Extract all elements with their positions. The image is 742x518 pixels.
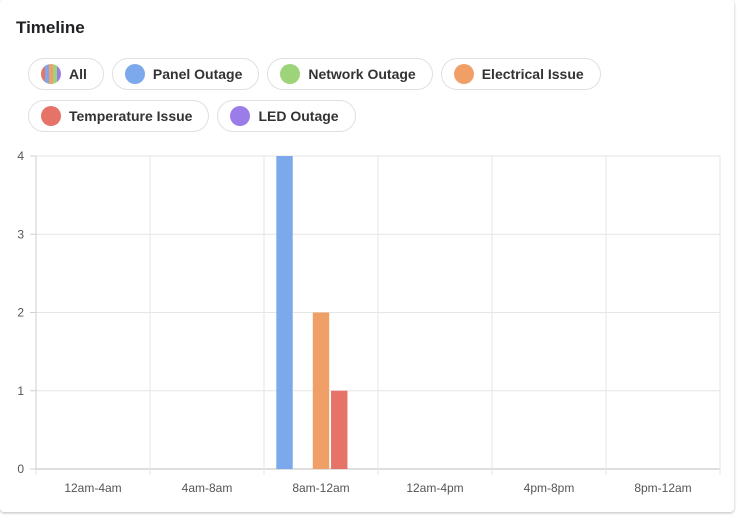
multicolor-dot-icon: [41, 64, 61, 84]
x-tick-label: 12am-4am: [64, 481, 121, 495]
legend-label: Electrical Issue: [481, 66, 584, 82]
x-tick-label: 12am-4pm: [406, 481, 463, 495]
legend-chip-temperature-issue[interactable]: Temperature Issue: [28, 100, 210, 132]
y-tick-label: 0: [17, 462, 24, 476]
card-title: Timeline: [16, 18, 85, 37]
x-tick-label: 8pm-12am: [634, 481, 691, 495]
timeline-card: Timeline All Panel Outage Network Outage…: [0, 18, 734, 515]
bar: [331, 390, 348, 469]
y-tick-label: 3: [17, 227, 24, 241]
legend-label: Temperature Issue: [69, 108, 193, 124]
color-dot-icon: [230, 106, 251, 126]
legend-chip-panel-outage[interactable]: Panel Outage: [111, 58, 260, 90]
x-tick-label: 4am-8am: [182, 481, 233, 495]
legend-chip-all[interactable]: All: [28, 58, 104, 90]
chart-area: 0 1 2 3 4 12am-4am 4am-8am 8am-12am 12am-4pm 4pm-…: [0, 140, 734, 515]
legend-chip-network-outage[interactable]: Network Outage: [267, 58, 433, 90]
legend-label: LED Outage: [258, 108, 339, 124]
bar: [276, 156, 293, 469]
legend-label: Panel Outage: [152, 66, 243, 82]
x-tick-label: 8am-12am: [292, 481, 349, 495]
legend: All Panel Outage Network Outage Electric…: [28, 58, 648, 132]
bar: [312, 312, 330, 469]
color-dot-icon: [453, 64, 474, 84]
y-tick-label: 1: [17, 384, 24, 398]
legend-label: All: [69, 66, 87, 82]
x-tick-label: 4pm-8pm: [524, 481, 575, 495]
legend-chip-electrical-issue[interactable]: Electrical Issue: [440, 58, 601, 90]
color-dot-icon: [124, 64, 145, 84]
legend-label: Network Outage: [308, 66, 416, 82]
bar-chart: 0 1 2 3 4 12am-4am 4am-8am 8am-12am 12am-4pm 4pm-…: [17, 149, 721, 495]
color-dot-icon: [41, 106, 61, 126]
y-tick-label: 2: [17, 306, 24, 320]
color-dot-icon: [280, 64, 301, 84]
legend-chip-led-outage[interactable]: LED Outage: [217, 100, 356, 132]
y-tick-label: 4: [17, 149, 24, 163]
